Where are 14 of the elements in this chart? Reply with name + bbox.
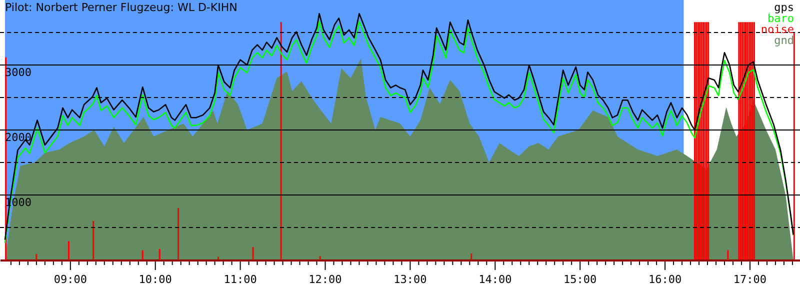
- chart-title: Pilot: Norbert Perner Flugzeug: WL D-KIHN: [5, 1, 238, 14]
- x-tick-label: 17:00: [733, 273, 767, 286]
- x-tick-label: 10:00: [138, 273, 172, 286]
- text: baro: [768, 12, 794, 25]
- x-tick-label: 11:00: [224, 273, 257, 286]
- x-tick-label: 12:00: [308, 273, 342, 286]
- x-tick-label: 15:00: [564, 273, 597, 286]
- text: gps: [774, 1, 794, 14]
- x-tick-label: 09:00: [54, 273, 87, 286]
- x-tick-label: 16:00: [648, 273, 682, 286]
- x-tick-label: 13:00: [394, 273, 427, 286]
- series-label: noise: [760, 23, 794, 36]
- x-tick-label: 14:00: [478, 273, 512, 286]
- text: gnd: [774, 34, 794, 47]
